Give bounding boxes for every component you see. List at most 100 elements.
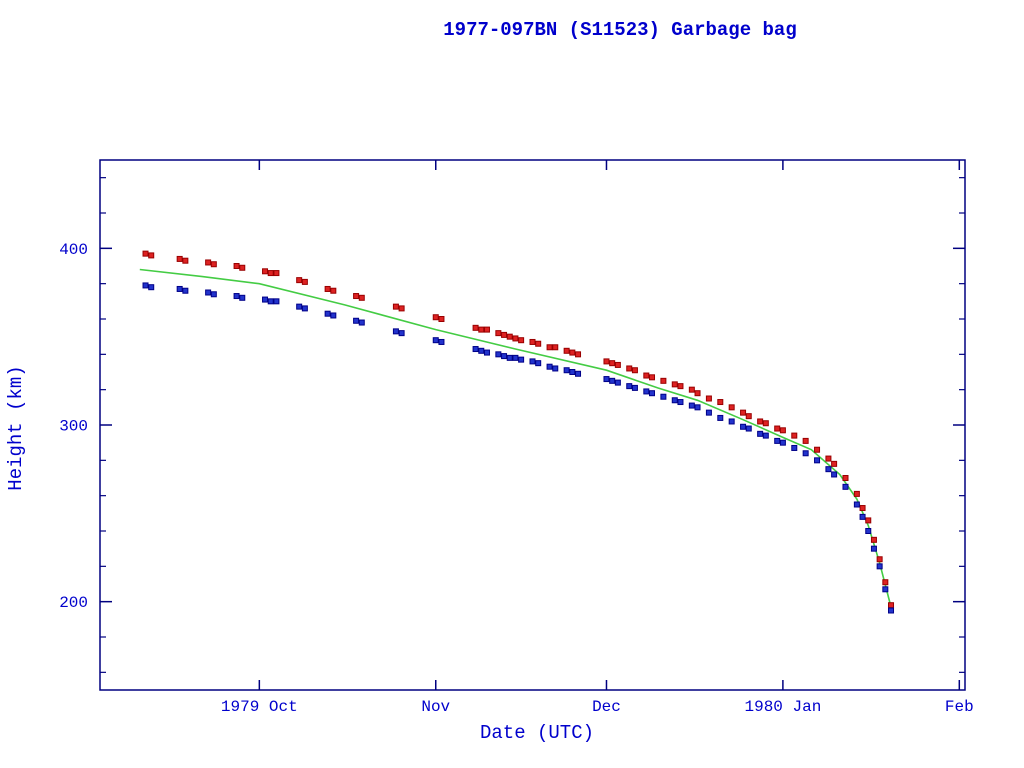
apogee-point xyxy=(438,316,445,322)
perigee-point xyxy=(626,383,633,390)
apogee-point xyxy=(631,367,638,374)
perigee-point xyxy=(501,353,508,360)
apogee-point xyxy=(757,418,764,425)
y-tick-label: 400 xyxy=(59,241,88,259)
apogee-point xyxy=(330,287,337,294)
x-tick-label: 1979 Oct xyxy=(221,698,298,716)
perigee-point xyxy=(398,330,405,337)
apogee-point xyxy=(432,314,439,321)
apogee-point xyxy=(501,331,508,338)
perigee-point xyxy=(301,305,308,312)
perigee-point xyxy=(176,285,183,292)
apogee-point xyxy=(483,326,490,333)
apogee-point xyxy=(535,340,542,347)
x-tick-label: Feb xyxy=(945,698,974,716)
perigee-point xyxy=(762,432,769,439)
apogee-point xyxy=(614,361,621,368)
perigee-point xyxy=(182,287,189,294)
perigee-point xyxy=(728,418,735,425)
perigee-point xyxy=(671,397,678,404)
apogee-point xyxy=(603,358,610,365)
apogee-point xyxy=(717,399,724,406)
apogee-point xyxy=(865,517,872,524)
apogee-point xyxy=(643,372,650,379)
apogee-point xyxy=(802,437,809,444)
apogee-point xyxy=(472,324,479,331)
apogee-point xyxy=(398,305,405,312)
perigee-point xyxy=(353,317,360,324)
perigee-point xyxy=(512,354,519,361)
perigee-point xyxy=(705,409,712,416)
apogee-point xyxy=(762,420,769,427)
apogee-point xyxy=(512,335,519,342)
plot-frame xyxy=(99,159,966,691)
apogee-point xyxy=(262,268,269,275)
perigee-point xyxy=(552,365,559,372)
perigee-point xyxy=(233,293,240,300)
perigee-point xyxy=(694,404,701,411)
perigee-point xyxy=(853,501,860,508)
perigee-point xyxy=(296,303,303,310)
perigee-point xyxy=(876,563,883,570)
perigee-point xyxy=(779,439,786,446)
perigee-point xyxy=(330,312,337,319)
apogee-point xyxy=(745,413,752,420)
apogee-point xyxy=(392,303,399,310)
apogee-point xyxy=(831,460,838,467)
perigee-point xyxy=(774,437,781,444)
perigee-point xyxy=(609,377,616,384)
apogee-point xyxy=(774,425,781,432)
apogee-point xyxy=(705,395,712,402)
apogee-point xyxy=(825,455,832,462)
apogee-point xyxy=(888,602,895,609)
apogee-point xyxy=(853,490,860,497)
perigee-point xyxy=(472,346,479,353)
perigee-point xyxy=(273,298,280,305)
y-axis-label: Height (km) xyxy=(5,365,27,491)
perigee-point xyxy=(535,360,542,367)
apogee-point xyxy=(239,264,246,271)
perigee-point xyxy=(324,310,331,317)
perigee-point xyxy=(791,444,798,451)
apogee-point xyxy=(688,386,695,393)
apogee-point xyxy=(814,446,821,453)
apogee-point xyxy=(546,344,553,351)
apogee-point xyxy=(859,505,866,512)
x-tick-label: Nov xyxy=(421,698,450,716)
perigee-point xyxy=(546,363,553,370)
apogee-point xyxy=(205,259,212,266)
y-tick-label: 200 xyxy=(59,594,88,612)
perigee-point xyxy=(660,393,667,400)
apogee-point xyxy=(842,475,849,481)
perigee-point xyxy=(631,384,638,391)
apogee-point xyxy=(779,427,786,434)
perigee-point xyxy=(649,390,656,397)
y-tick-label: 300 xyxy=(59,418,88,436)
apogee-point xyxy=(518,337,525,344)
perigee-point xyxy=(529,358,536,365)
apogee-point xyxy=(569,349,576,356)
perigee-point xyxy=(506,354,513,361)
apogee-point xyxy=(506,333,513,340)
perigee-point xyxy=(677,399,684,406)
apogee-point xyxy=(649,374,656,381)
apogee-point xyxy=(273,270,280,277)
apogee-point xyxy=(301,278,308,285)
apogee-point xyxy=(677,383,684,390)
apogee-point xyxy=(552,344,559,351)
perigee-point xyxy=(210,291,217,298)
apogee-point xyxy=(210,261,217,268)
perigee-point xyxy=(358,319,365,326)
perigee-point xyxy=(478,347,485,354)
apogee-point xyxy=(882,579,889,586)
apogee-point xyxy=(176,255,183,262)
perigee-point xyxy=(882,586,889,593)
perigee-point xyxy=(802,450,809,457)
perigee-point xyxy=(205,289,212,296)
perigee-point xyxy=(688,402,695,409)
perigee-point xyxy=(842,483,849,490)
perigee-point xyxy=(740,423,747,430)
perigee-point xyxy=(757,430,764,437)
